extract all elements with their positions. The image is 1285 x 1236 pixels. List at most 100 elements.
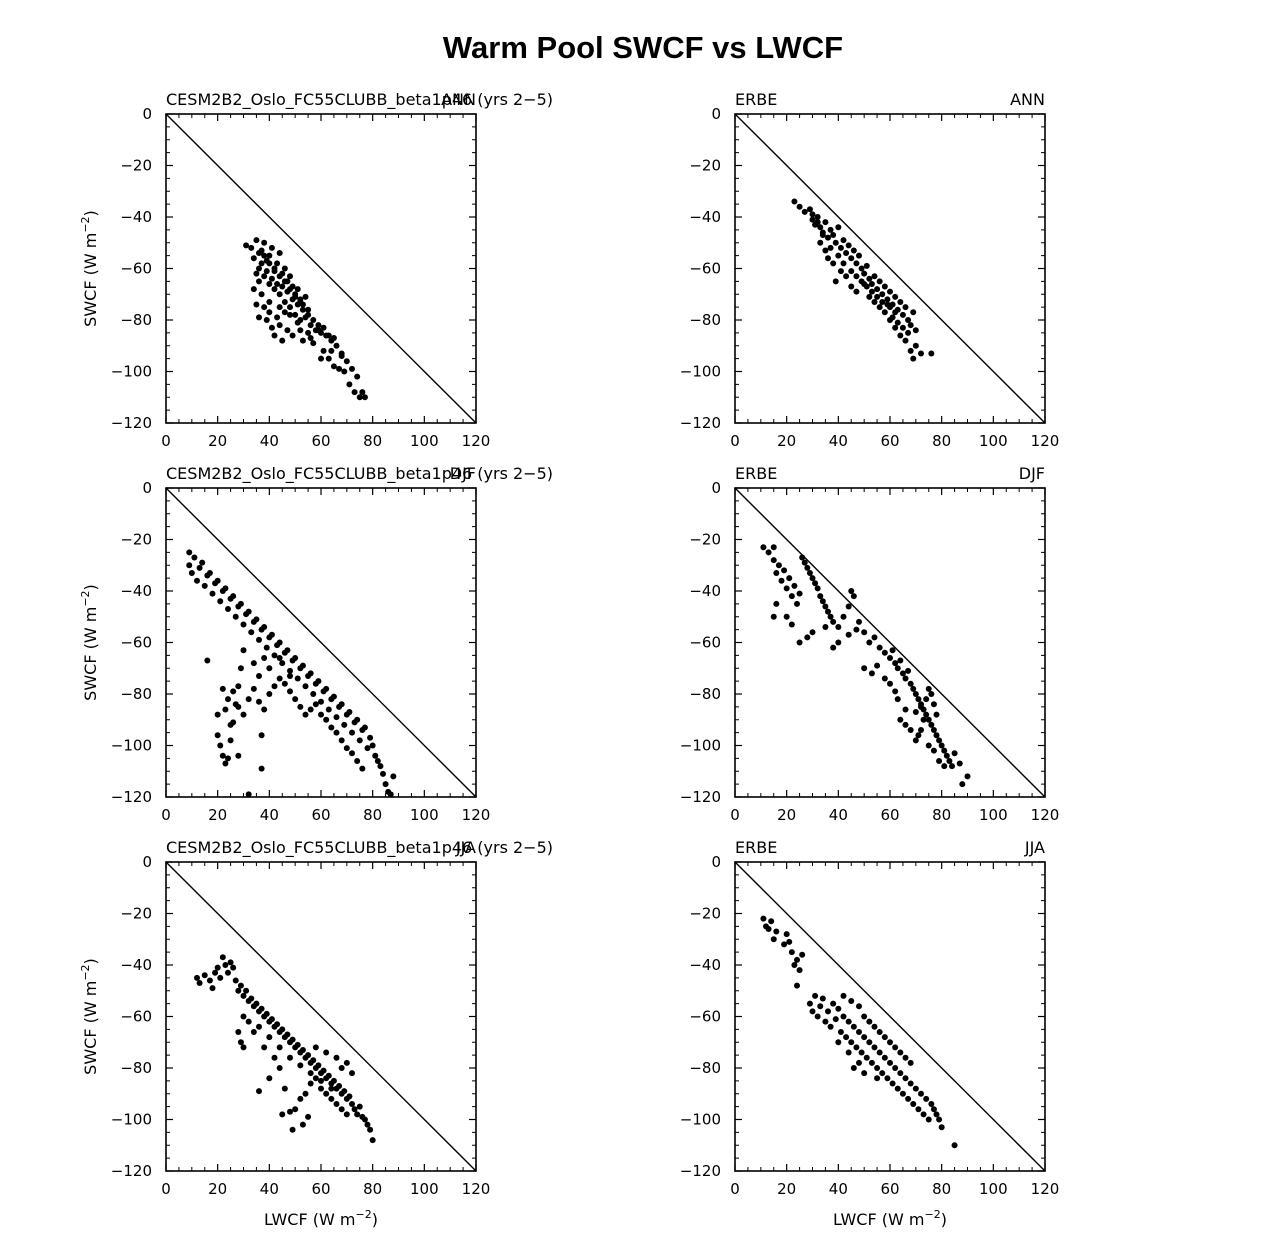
data-point [227, 959, 234, 966]
data-point [367, 734, 374, 741]
x-tick-label: 0 [730, 806, 740, 824]
data-point [905, 329, 912, 336]
data-point [863, 1054, 870, 1061]
data-point [902, 1054, 909, 1061]
y-tick-label: −40 [689, 208, 721, 226]
data-point [845, 603, 852, 610]
data-point [827, 244, 834, 251]
data-point [788, 949, 795, 956]
x-tick-label: 40 [829, 432, 848, 450]
data-point [819, 995, 826, 1002]
y-tick-label: −20 [689, 531, 721, 549]
data-point [266, 298, 273, 305]
data-point [256, 314, 262, 321]
y-tick-label: −20 [120, 157, 152, 175]
data-point [861, 1034, 868, 1041]
data-point [232, 613, 239, 620]
data-point [276, 1044, 283, 1051]
data-point [843, 273, 850, 280]
data-point [835, 1039, 842, 1046]
data-point [328, 1095, 335, 1102]
data-point [336, 365, 343, 372]
y-tick-label: −80 [689, 685, 721, 703]
data-point [809, 211, 816, 218]
x-tick-label: 40 [260, 806, 279, 824]
data-point [936, 757, 943, 764]
data-point [235, 987, 242, 994]
data-point [915, 732, 922, 739]
x-tick-label: 100 [410, 1180, 439, 1198]
data-point [261, 304, 268, 311]
data-point [876, 644, 883, 651]
data-point [354, 373, 361, 380]
data-point [271, 652, 278, 659]
data-point [191, 554, 198, 561]
data-point [951, 750, 958, 757]
data-point [315, 322, 322, 329]
data-point [871, 1023, 878, 1030]
data-point [897, 657, 904, 664]
data-point [328, 1085, 335, 1092]
data-point [832, 278, 839, 285]
data-point [806, 206, 813, 213]
data-point [382, 781, 389, 788]
data-point [258, 291, 265, 298]
y-tick-label: −100 [680, 1111, 721, 1129]
x-tick-label: 60 [880, 806, 899, 824]
data-point [188, 569, 195, 576]
data-point [837, 1028, 844, 1035]
x-tick-label: 120 [1031, 432, 1060, 450]
y-tick-label: 0 [142, 853, 152, 871]
data-point [840, 992, 847, 999]
data-point [307, 670, 314, 677]
data-point [853, 260, 860, 267]
data-point [237, 982, 244, 989]
panel-left-label: CESM2B2_Oslo_FC55CLUBB_beta1p46 (yrs 2−5… [166, 838, 553, 858]
data-point [809, 629, 816, 636]
data-point [928, 1101, 935, 1108]
data-point [822, 1018, 829, 1025]
reference-line [734, 861, 1046, 1172]
y-tick-label: −20 [689, 905, 721, 923]
data-point [256, 278, 262, 285]
data-point [253, 270, 260, 277]
data-point [848, 283, 855, 290]
data-point [227, 737, 234, 744]
data-point [918, 727, 924, 734]
data-point [333, 714, 340, 721]
data-point [338, 1106, 345, 1113]
data-point [949, 763, 955, 770]
data-point [253, 237, 260, 244]
data-point [892, 688, 899, 695]
data-point [268, 1016, 275, 1023]
data-point [312, 1044, 319, 1051]
data-point [261, 239, 268, 246]
data-point [248, 244, 255, 251]
data-point [333, 1054, 340, 1061]
data-point [359, 389, 366, 396]
data-point [328, 724, 335, 731]
data-point [923, 1095, 930, 1102]
data-point [194, 974, 200, 981]
x-tick-label: 0 [161, 432, 171, 450]
data-point [804, 634, 811, 641]
data-point [899, 311, 906, 318]
data-point [330, 335, 337, 342]
data-point [250, 255, 257, 262]
data-point [887, 304, 893, 311]
x-tick-label: 40 [260, 432, 279, 450]
data-point [292, 1106, 299, 1113]
data-point [346, 1093, 353, 1100]
x-tick-label: 120 [462, 806, 491, 824]
data-point [318, 711, 324, 718]
data-point [783, 931, 790, 938]
data-point [892, 293, 899, 300]
data-point [897, 716, 904, 723]
data-point [814, 219, 821, 226]
data-point [830, 644, 837, 651]
data-point [938, 1124, 945, 1131]
data-point [835, 252, 842, 259]
data-point [853, 626, 860, 633]
data-point [266, 309, 273, 316]
data-point [258, 1005, 265, 1012]
